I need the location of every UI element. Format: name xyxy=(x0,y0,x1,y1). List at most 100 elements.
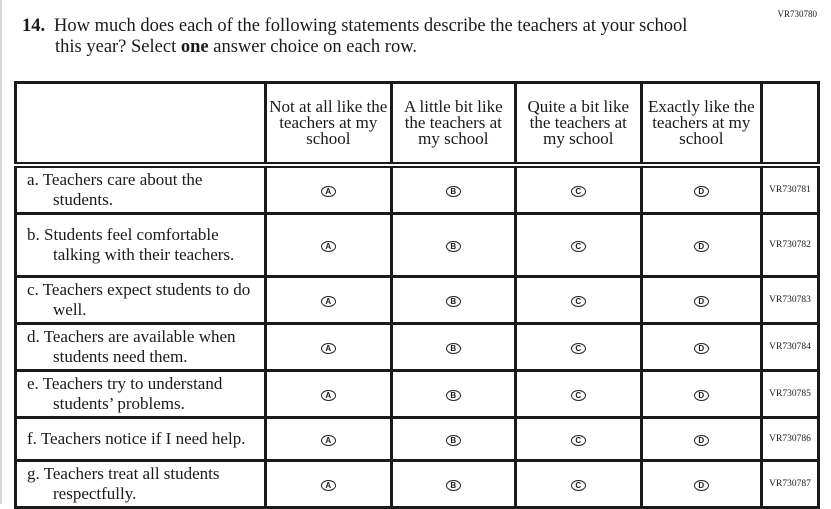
option-cell: D xyxy=(639,416,764,462)
option-cell: B xyxy=(389,322,518,372)
answer-bubble-c[interactable]: C xyxy=(570,480,586,491)
option-cell: D xyxy=(639,322,764,372)
question-line2-pre: this year? Select xyxy=(55,37,181,57)
option-cell: A xyxy=(264,163,393,215)
answer-bubble-c[interactable]: C xyxy=(570,241,586,252)
item-code: VR730786 xyxy=(760,416,820,462)
answer-bubble-b[interactable]: B xyxy=(445,241,461,252)
answer-bubble-b[interactable]: B xyxy=(445,186,461,197)
statement: e. Teachers try to understand students’ … xyxy=(13,369,268,419)
option-cell: A xyxy=(264,459,393,509)
answer-bubble-b[interactable]: B xyxy=(445,390,461,401)
option-cell: C xyxy=(514,459,643,509)
column-header: Not at all like the teachers at my schoo… xyxy=(264,81,393,168)
statement-text: c. Teachers expect students to do well. xyxy=(27,280,251,319)
answer-bubble-d[interactable]: D xyxy=(693,480,709,491)
answer-bubble-a[interactable]: A xyxy=(320,343,336,354)
statement-text: b. Students feel comfortable talking wit… xyxy=(27,225,235,264)
option-cell: B xyxy=(389,163,518,215)
answer-bubble-a[interactable]: A xyxy=(320,241,336,252)
answer-bubble-c[interactable]: C xyxy=(570,186,586,197)
column-header: Exactly like the teachers at my school xyxy=(639,81,764,168)
page-code: VR730780 xyxy=(777,9,817,19)
option-cell: C xyxy=(514,322,643,372)
option-cell: D xyxy=(639,459,764,509)
item-code: VR730781 xyxy=(760,163,820,215)
option-cell: A xyxy=(264,416,393,462)
item-code: VR730783 xyxy=(760,275,820,325)
statement-text: e. Teachers try to understand students’ … xyxy=(27,374,223,413)
option-cell: D xyxy=(639,275,764,325)
answer-bubble-c[interactable]: C xyxy=(570,343,586,354)
column-header: A little bit like the teachers at my sch… xyxy=(389,81,518,168)
answer-bubble-b[interactable]: B xyxy=(445,296,461,307)
statement: d. Teachers are available when students … xyxy=(13,322,268,372)
table-row: g. Teachers treat all students respectfu… xyxy=(13,459,820,509)
option-cell: A xyxy=(264,369,393,419)
answer-bubble-b[interactable]: B xyxy=(445,480,461,491)
answer-bubble-b[interactable]: B xyxy=(445,435,461,446)
answer-bubble-d[interactable]: D xyxy=(693,241,709,252)
option-cell: A xyxy=(264,275,393,325)
statement-text: a. Teachers care about the students. xyxy=(27,170,203,209)
answer-bubble-c[interactable]: C xyxy=(570,435,586,446)
option-cell: A xyxy=(264,212,393,278)
option-cell: A xyxy=(264,322,393,372)
option-cell: C xyxy=(514,275,643,325)
answer-bubble-d[interactable]: D xyxy=(693,186,709,197)
column-header: Quite a bit like the teachers at my scho… xyxy=(514,81,643,168)
statement: g. Teachers treat all students respectfu… xyxy=(13,459,268,509)
item-code: VR730787 xyxy=(760,459,820,509)
question-line1: How much does each of the following stat… xyxy=(54,16,688,36)
answer-bubble-a[interactable]: A xyxy=(320,480,336,491)
question-line2-post: answer choice on each row. xyxy=(208,37,417,57)
table-row: d. Teachers are available when students … xyxy=(13,322,820,372)
statement: f. Teachers notice if I need help. xyxy=(13,416,268,462)
table-row: e. Teachers try to understand students’ … xyxy=(13,369,820,419)
answer-bubble-a[interactable]: A xyxy=(320,435,336,446)
option-cell: C xyxy=(514,212,643,278)
option-cell: D xyxy=(639,163,764,215)
statement-text: d. Teachers are available when students … xyxy=(27,327,236,366)
option-cell: D xyxy=(639,369,764,419)
answer-bubble-d[interactable]: D xyxy=(693,343,709,354)
statement: b. Students feel comfortable talking wit… xyxy=(13,212,268,278)
answer-bubble-c[interactable]: C xyxy=(570,390,586,401)
table-row: a. Teachers care about the students. A B C D… xyxy=(13,163,820,215)
response-grid: Not at all like the teachers at my schoo… xyxy=(13,81,820,509)
page-edge xyxy=(0,0,2,504)
statement-text: f. Teachers notice if I need help. xyxy=(27,429,246,448)
question-line2-bold: one xyxy=(180,37,209,57)
header-row: Not at all like the teachers at my schoo… xyxy=(13,81,820,168)
option-cell: C xyxy=(514,163,643,215)
answer-bubble-b[interactable]: B xyxy=(445,343,461,354)
statement: a. Teachers care about the students. xyxy=(13,163,268,215)
option-cell: B xyxy=(389,459,518,509)
answer-bubble-a[interactable]: A xyxy=(320,186,336,197)
answer-bubble-d[interactable]: D xyxy=(693,296,709,307)
option-cell: B xyxy=(389,212,518,278)
item-code: VR730784 xyxy=(760,322,820,372)
table-row: f. Teachers notice if I need help. A B C D VR… xyxy=(13,416,820,462)
item-code: VR730782 xyxy=(760,212,820,278)
option-cell: B xyxy=(389,369,518,419)
option-cell: B xyxy=(389,275,518,325)
item-code: VR730785 xyxy=(760,369,820,419)
table-row: b. Students feel comfortable talking wit… xyxy=(13,212,820,278)
option-cell: C xyxy=(514,369,643,419)
question-text: 14. How much does each of the following s… xyxy=(22,16,762,58)
answer-bubble-a[interactable]: A xyxy=(320,390,336,401)
answer-bubble-d[interactable]: D xyxy=(693,390,709,401)
question-number: 14. xyxy=(22,16,46,36)
option-cell: D xyxy=(639,212,764,278)
statement: c. Teachers expect students to do well. xyxy=(13,275,268,325)
answer-bubble-d[interactable]: D xyxy=(693,435,709,446)
statement-text: g. Teachers treat all students respectfu… xyxy=(27,464,220,503)
answer-bubble-a[interactable]: A xyxy=(320,296,336,307)
header-blank xyxy=(13,81,268,168)
answer-bubble-c[interactable]: C xyxy=(570,296,586,307)
table-row: c. Teachers expect students to do well. A… xyxy=(13,275,820,325)
header-code-blank xyxy=(760,81,820,168)
option-cell: C xyxy=(514,416,643,462)
option-cell: B xyxy=(389,416,518,462)
